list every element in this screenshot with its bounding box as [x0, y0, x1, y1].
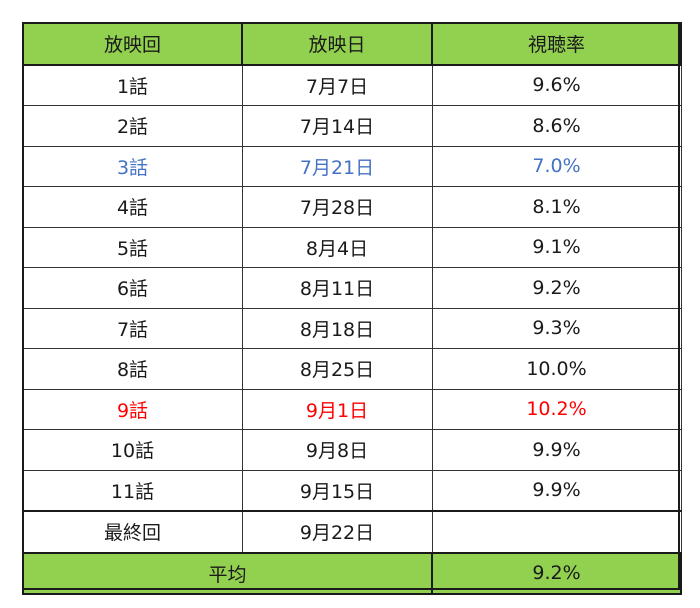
episode-cell: 6話	[22, 267, 243, 309]
date-cell: 7月7日	[241, 64, 433, 106]
rating-cell: 9.2%	[431, 267, 682, 309]
rating-cell: 9.6%	[431, 64, 682, 106]
rating-cell: 9.1%	[431, 226, 682, 268]
date-cell: 9月15日	[241, 469, 433, 512]
table-row: 7話 8月18日 9.3%	[22, 307, 682, 349]
rating-cell: 7.0%	[431, 145, 682, 187]
table-row: 10話 9月8日 9.9%	[22, 429, 682, 471]
date-cell: 7月28日	[241, 186, 433, 228]
date-cell: 8月11日	[241, 267, 433, 309]
table-row: 11話 9月15日 9.9%	[22, 469, 682, 512]
table-row-highest: 9話 9月1日 10.2%	[22, 388, 682, 430]
date-cell: 9月8日	[241, 429, 433, 471]
header-episode: 放映回	[22, 22, 243, 66]
episode-cell: 1話	[22, 64, 243, 106]
rating-cell: 10.0%	[431, 348, 682, 390]
table-row: 2話 7月14日 8.6%	[22, 105, 682, 147]
rating-cell: 10.2%	[431, 388, 682, 430]
header-air-date: 放映日	[241, 22, 433, 66]
episode-cell: 10話	[22, 429, 243, 471]
date-cell: 7月21日	[241, 145, 433, 187]
episode-cell: 11話	[22, 469, 243, 512]
average-value: 9.2%	[431, 551, 682, 595]
episode-cell: 7話	[22, 307, 243, 349]
episode-cell: 3話	[22, 145, 243, 187]
ratings-table: 放映回 放映日 視聴率 1話 7月7日 9.6% 2話 7月14日 8.6% 3…	[22, 22, 682, 595]
date-cell: 9月1日	[241, 388, 433, 430]
episode-cell: 8話	[22, 348, 243, 390]
header-rating: 視聴率	[431, 22, 682, 66]
average-row: 平均 9.2%	[22, 551, 682, 595]
episode-cell: 2話	[22, 105, 243, 147]
table-row: 1話 7月7日 9.6%	[22, 64, 682, 106]
date-cell: 9月22日	[241, 510, 433, 553]
episode-cell: 5話	[22, 226, 243, 268]
date-cell: 8月4日	[241, 226, 433, 268]
rating-cell: 9.9%	[431, 469, 682, 512]
date-cell: 8月18日	[241, 307, 433, 349]
table-row: 5話 8月4日 9.1%	[22, 226, 682, 268]
rating-cell: 9.9%	[431, 429, 682, 471]
rating-cell: 8.1%	[431, 186, 682, 228]
episode-cell: 9話	[22, 388, 243, 430]
table-row: 4話 7月28日 8.1%	[22, 186, 682, 228]
average-label: 平均	[22, 551, 433, 595]
date-cell: 8月25日	[241, 348, 433, 390]
table-row-lowest: 3話 7月21日 7.0%	[22, 145, 682, 187]
episode-cell: 最終回	[22, 510, 243, 553]
rating-cell	[431, 510, 682, 553]
episode-cell: 4話	[22, 186, 243, 228]
table-row: 8話 8月25日 10.0%	[22, 348, 682, 390]
rating-cell: 8.6%	[431, 105, 682, 147]
rating-cell: 9.3%	[431, 307, 682, 349]
table-row: 6話 8月11日 9.2%	[22, 267, 682, 309]
table-header-row: 放映回 放映日 視聴率	[22, 22, 682, 66]
table-row-final: 最終回 9月22日	[22, 510, 682, 553]
date-cell: 7月14日	[241, 105, 433, 147]
